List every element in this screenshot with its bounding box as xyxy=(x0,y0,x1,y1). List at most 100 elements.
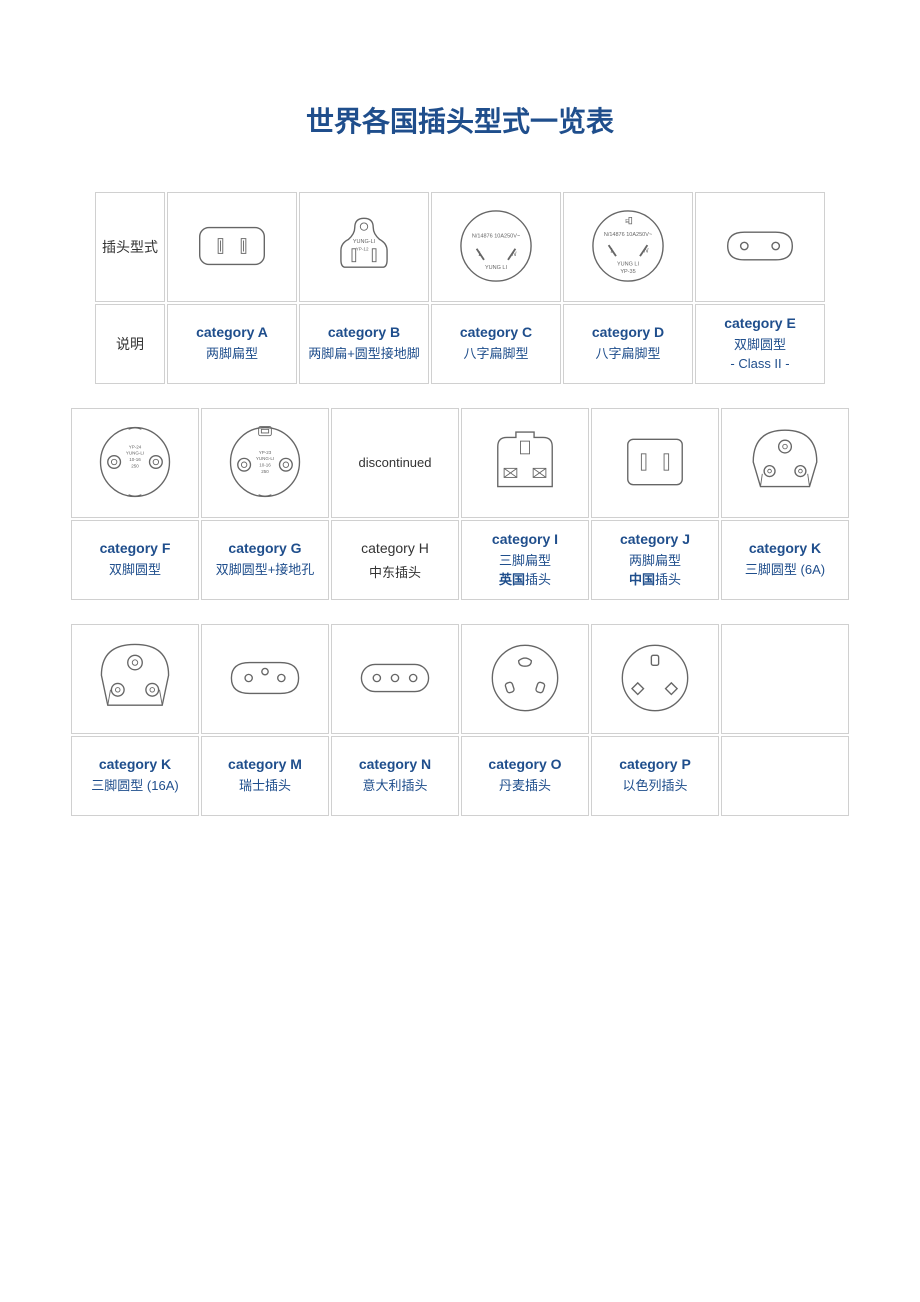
plug-img-O xyxy=(461,624,589,734)
cat-C: category C xyxy=(436,324,556,340)
plug-img-I xyxy=(461,408,589,518)
plug-d-icon: E N/14876 10A250V~ L N YUNG LI YP-35 xyxy=(568,201,688,291)
plug-o-icon xyxy=(466,633,584,723)
desc-G: 双脚圆型+接地孔 xyxy=(206,560,324,580)
cat-D: category D xyxy=(568,324,688,340)
plug-img-N xyxy=(331,624,459,734)
plug-m-icon xyxy=(206,633,324,723)
svg-text:N: N xyxy=(644,247,649,254)
svg-text:250: 250 xyxy=(261,468,269,473)
plug-c-icon: N/14876 10A250V~ L N YUNG LI xyxy=(436,201,556,291)
svg-text:YP-24: YP-24 xyxy=(129,444,142,449)
svg-text:YUNG-LI: YUNG-LI xyxy=(126,450,144,455)
plug-img-M xyxy=(201,624,329,734)
desc-F: 双脚圆型 xyxy=(76,560,194,580)
svg-text:YUNG LI: YUNG LI xyxy=(617,261,640,267)
label-empty xyxy=(721,736,849,816)
desc-O: 丹麦插头 xyxy=(466,776,584,796)
plug-img-H: discontinued xyxy=(331,408,459,518)
cat-M: category M xyxy=(206,756,324,772)
label-P: category P 以色列插头 xyxy=(591,736,719,816)
desc-D: 八字扁脚型 xyxy=(568,344,688,364)
desc-I-line2: 英国插头 xyxy=(466,570,584,590)
plug-img-E xyxy=(695,192,825,302)
desc-K: 三脚圆型 (6A) xyxy=(726,560,844,580)
label-E: category E 双脚圆型 - Class II - xyxy=(695,304,825,384)
plug-img-K16 xyxy=(71,624,199,734)
plug-table-3: category K 三脚圆型 (16A) category M 瑞士插头 ca… xyxy=(69,622,851,818)
label-D: category D 八字扁脚型 xyxy=(563,304,693,384)
svg-text:YP-23: YP-23 xyxy=(259,449,272,454)
svg-text:L: L xyxy=(478,251,482,258)
plug-img-A xyxy=(167,192,297,302)
svg-text:YP-12: YP-12 xyxy=(356,246,369,251)
label-H: category H 中东插头 xyxy=(331,520,459,600)
desc-E2: - Class II - xyxy=(700,354,820,374)
desc-I-line1: 三脚扁型 xyxy=(466,551,584,571)
header-plug-type: 插头型式 xyxy=(95,192,165,302)
cat-O: category O xyxy=(466,756,584,772)
plug-img-P xyxy=(591,624,719,734)
discontinued-text: discontinued xyxy=(336,453,454,473)
plug-img-D: E N/14876 10A250V~ L N YUNG LI YP-35 xyxy=(563,192,693,302)
svg-text:10-16: 10-16 xyxy=(129,457,141,462)
header-description: 说明 xyxy=(95,304,165,384)
svg-text:YUNG LI: YUNG LI xyxy=(485,265,508,271)
label-F: category F 双脚圆型 xyxy=(71,520,199,600)
desc-J-line2: 中国插头 xyxy=(596,570,714,590)
label-A: category A 两脚扁型 xyxy=(167,304,297,384)
plug-img-empty xyxy=(721,624,849,734)
label-J: category J 两脚扁型 中国插头 xyxy=(591,520,719,600)
plug-table-1: 插头型式 YUNG-LI YP-12 N/14876 xyxy=(93,190,827,386)
page-title: 世界各国插头型式一览表 xyxy=(40,100,880,140)
svg-text:250: 250 xyxy=(131,463,139,468)
plug-img-B: YUNG-LI YP-12 xyxy=(299,192,429,302)
svg-text:L: L xyxy=(610,247,614,254)
plug-f-icon: YP-24 YUNG-LI 10-16 250 xyxy=(76,417,194,507)
plug-a-icon xyxy=(172,201,292,291)
cat-K: category K xyxy=(726,540,844,556)
cat-A: category A xyxy=(172,324,292,340)
plug-img-G: YP-23 YUNG-LI 10-16 250 xyxy=(201,408,329,518)
cat-H: category H xyxy=(336,538,454,559)
svg-text:YUNG-LI: YUNG-LI xyxy=(256,456,274,461)
plug-g-icon: YP-23 YUNG-LI 10-16 250 xyxy=(206,417,324,507)
cat-B: category B xyxy=(304,324,424,340)
plug-table-2: YP-24 YUNG-LI 10-16 250 YP-23 YUNG-LI 10… xyxy=(69,406,851,602)
desc-M: 瑞士插头 xyxy=(206,776,324,796)
desc-E: 双脚圆型 xyxy=(700,335,820,355)
desc-K16: 三脚圆型 (16A) xyxy=(76,776,194,796)
cat-N: category N xyxy=(336,756,454,772)
plug-k-icon xyxy=(726,417,844,507)
cat-K16: category K xyxy=(76,756,194,772)
plug-e-icon xyxy=(700,201,820,291)
cat-G: category G xyxy=(206,540,324,556)
plug-img-F: YP-24 YUNG-LI 10-16 250 xyxy=(71,408,199,518)
cat-P: category P xyxy=(596,756,714,772)
svg-text:YP-35: YP-35 xyxy=(620,268,635,274)
label-I: category I 三脚扁型 英国插头 xyxy=(461,520,589,600)
plug-img-C: N/14876 10A250V~ L N YUNG LI xyxy=(431,192,561,302)
desc-B: 两脚扁+圆型接地脚 xyxy=(304,344,424,364)
cat-E: category E xyxy=(700,315,820,331)
cat-F: category F xyxy=(76,540,194,556)
plug-i-icon xyxy=(466,417,584,507)
label-C: category C 八字扁脚型 xyxy=(431,304,561,384)
svg-text:N/14876 10A250V~: N/14876 10A250V~ xyxy=(472,233,520,239)
svg-text:YUNG-LI: YUNG-LI xyxy=(353,239,376,245)
plug-k16-icon xyxy=(76,633,194,723)
plug-p-icon xyxy=(596,633,714,723)
label-N: category N 意大利插头 xyxy=(331,736,459,816)
plug-j-icon xyxy=(596,417,714,507)
svg-text:N: N xyxy=(512,251,517,258)
svg-text:10-16: 10-16 xyxy=(259,462,271,467)
cat-I: category I xyxy=(466,531,584,547)
plug-b-icon: YUNG-LI YP-12 xyxy=(304,201,424,291)
desc-P: 以色列插头 xyxy=(596,776,714,796)
desc-J-line1: 两脚扁型 xyxy=(596,551,714,571)
label-B: category B 两脚扁+圆型接地脚 xyxy=(299,304,429,384)
svg-text:N/14876 10A250V~: N/14876 10A250V~ xyxy=(604,231,652,237)
desc-A: 两脚扁型 xyxy=(172,344,292,364)
label-O: category O 丹麦插头 xyxy=(461,736,589,816)
plug-n-icon xyxy=(336,633,454,723)
